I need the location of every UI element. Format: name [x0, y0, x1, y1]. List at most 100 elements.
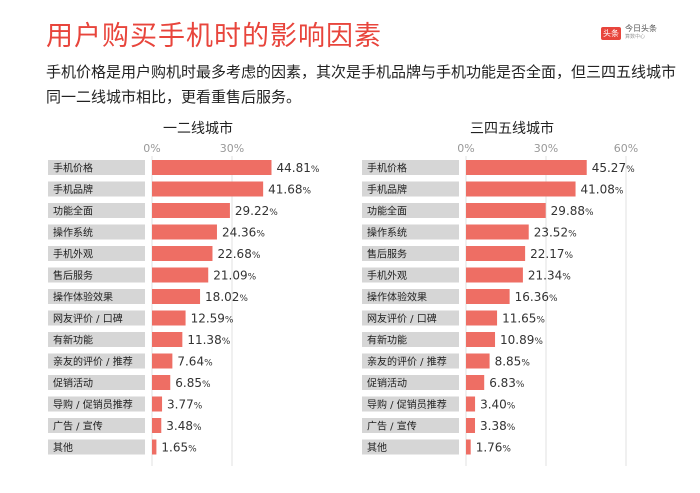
data-label: 10.89%: [500, 333, 543, 347]
category-label-bg: [362, 418, 459, 433]
tick-label: 30%: [220, 142, 244, 155]
bar: [152, 246, 213, 261]
data-label: 22.17%: [530, 247, 573, 261]
bar: [152, 267, 209, 283]
data-label-unit: %: [248, 273, 257, 283]
data-label-unit: %: [507, 402, 516, 412]
category-label-bg: [48, 246, 145, 261]
category-label-bg: [48, 396, 145, 412]
bar: [466, 375, 485, 390]
data-label-unit: %: [549, 294, 558, 304]
data-label: 24.36%: [222, 226, 265, 240]
data-label-unit: %: [502, 445, 511, 455]
data-label-unit: %: [521, 359, 530, 369]
category-label: 其他: [367, 441, 387, 454]
category-label-bg: [362, 246, 459, 261]
page-subtitle: 手机价格是用户购机时最多考虑的因素，其次是手机品牌与手机功能是否全面，但三四五线…: [46, 63, 677, 106]
category-label: 有新功能: [367, 334, 407, 347]
data-label: 1.76%: [476, 441, 512, 455]
bar: [152, 332, 183, 347]
category-label: 促销活动: [367, 377, 407, 390]
data-label-value: 3.38: [480, 419, 507, 433]
category-label: 功能全面: [53, 205, 93, 218]
bar: [466, 439, 471, 455]
bar: [152, 224, 217, 240]
data-label-unit: %: [516, 380, 525, 390]
category-label: 其他: [53, 441, 73, 454]
data-label-unit: %: [536, 316, 545, 326]
bar: [466, 203, 546, 218]
category-label-bg: [48, 375, 145, 390]
data-label-value: 45.27: [592, 161, 626, 175]
bar: [152, 181, 264, 197]
category-label-bg: [362, 310, 459, 326]
bar: [152, 418, 162, 433]
category-label-bg: [362, 396, 459, 412]
data-label-value: 44.81: [276, 161, 310, 175]
data-label-unit: %: [188, 445, 197, 455]
data-label: 22.68%: [217, 247, 260, 261]
chart-panel-tier3: 三四五线城市 0% 30% 60% 手机价格 45.27% 手机品牌 41.08% 功能全面 2…: [362, 118, 662, 468]
page-title: 用户购买手机时的影响因素: [46, 21, 382, 52]
category-label: 网友评价 / 口碑: [53, 312, 123, 325]
data-label-value: 3.48: [166, 419, 193, 433]
data-label: 7.64%: [177, 355, 213, 369]
data-label: 11.65%: [502, 312, 545, 326]
category-label-bg: [362, 332, 459, 347]
data-label-value: 10.89: [500, 333, 534, 347]
chart-tier3-svg: 0% 30% 60% 手机价格 45.27% 手机品牌 41.08% 功能全面 29.88% 操作…: [362, 142, 638, 466]
chart-title: 三四五线城市: [470, 121, 554, 137]
data-label: 1.65%: [161, 441, 197, 455]
category-label-bg: [362, 353, 459, 369]
data-label: 23.52%: [534, 226, 577, 240]
data-label-value: 3.40: [480, 398, 507, 412]
bar: [466, 310, 498, 326]
data-label-unit: %: [568, 230, 577, 240]
data-label-value: 11.38: [187, 333, 221, 347]
category-label: 亲友的评价 / 推荐: [367, 355, 447, 368]
tick-label: 30%: [534, 142, 558, 155]
logo: 头条 今日头条 算数中心: [601, 24, 657, 42]
bar: [152, 203, 230, 218]
data-label: 6.85%: [175, 376, 211, 390]
data-label-value: 8.85: [495, 355, 522, 369]
data-label: 6.83%: [489, 376, 525, 390]
chart-panel-tier1: 一二线城市 0% 30% 手机价格 44.81% 手机品牌 41.68% 功能全面 29.22…: [48, 118, 348, 468]
data-label-value: 24.36: [222, 226, 256, 240]
category-label-bg: [48, 353, 145, 369]
category-label-bg: [48, 203, 145, 218]
category-label: 操作体验效果: [53, 291, 113, 304]
data-label-value: 41.68: [268, 183, 302, 197]
category-label: 操作体验效果: [367, 291, 427, 304]
category-label-bg: [48, 332, 145, 347]
category-label: 网友评价 / 口碑: [367, 312, 437, 325]
logo-main-text: 今日头条: [625, 24, 657, 33]
bar: [466, 246, 526, 261]
category-label-bg: [362, 203, 459, 218]
data-label-value: 12.59: [191, 312, 225, 326]
category-label: 促销活动: [53, 377, 93, 390]
bar: [466, 396, 476, 412]
category-label: 亲友的评价 / 推荐: [53, 355, 133, 368]
data-label-value: 41.08: [581, 183, 615, 197]
logo-text: 今日头条 算数中心: [625, 24, 657, 42]
data-label-value: 1.76: [476, 441, 503, 455]
category-label-bg: [362, 224, 459, 240]
bar: [466, 160, 587, 175]
data-label: 41.08%: [581, 183, 624, 197]
category-label: 售后服务: [367, 248, 407, 261]
data-label: 12.59%: [191, 312, 234, 326]
category-label: 手机外观: [367, 269, 407, 282]
data-label-unit: %: [194, 402, 203, 412]
category-label: 手机价格: [53, 162, 93, 175]
chart-title: 一二线城市: [163, 121, 233, 137]
data-label-unit: %: [269, 208, 278, 218]
category-label: 有新功能: [53, 334, 93, 347]
category-label-bg: [48, 289, 145, 304]
bar: [466, 267, 523, 283]
logo-sub-text: 算数中心: [625, 34, 646, 40]
data-label: 3.77%: [167, 398, 203, 412]
data-label: 18.02%: [205, 290, 248, 304]
category-label-bg: [48, 310, 145, 326]
category-label: 导购 / 促销员推荐: [367, 398, 447, 411]
